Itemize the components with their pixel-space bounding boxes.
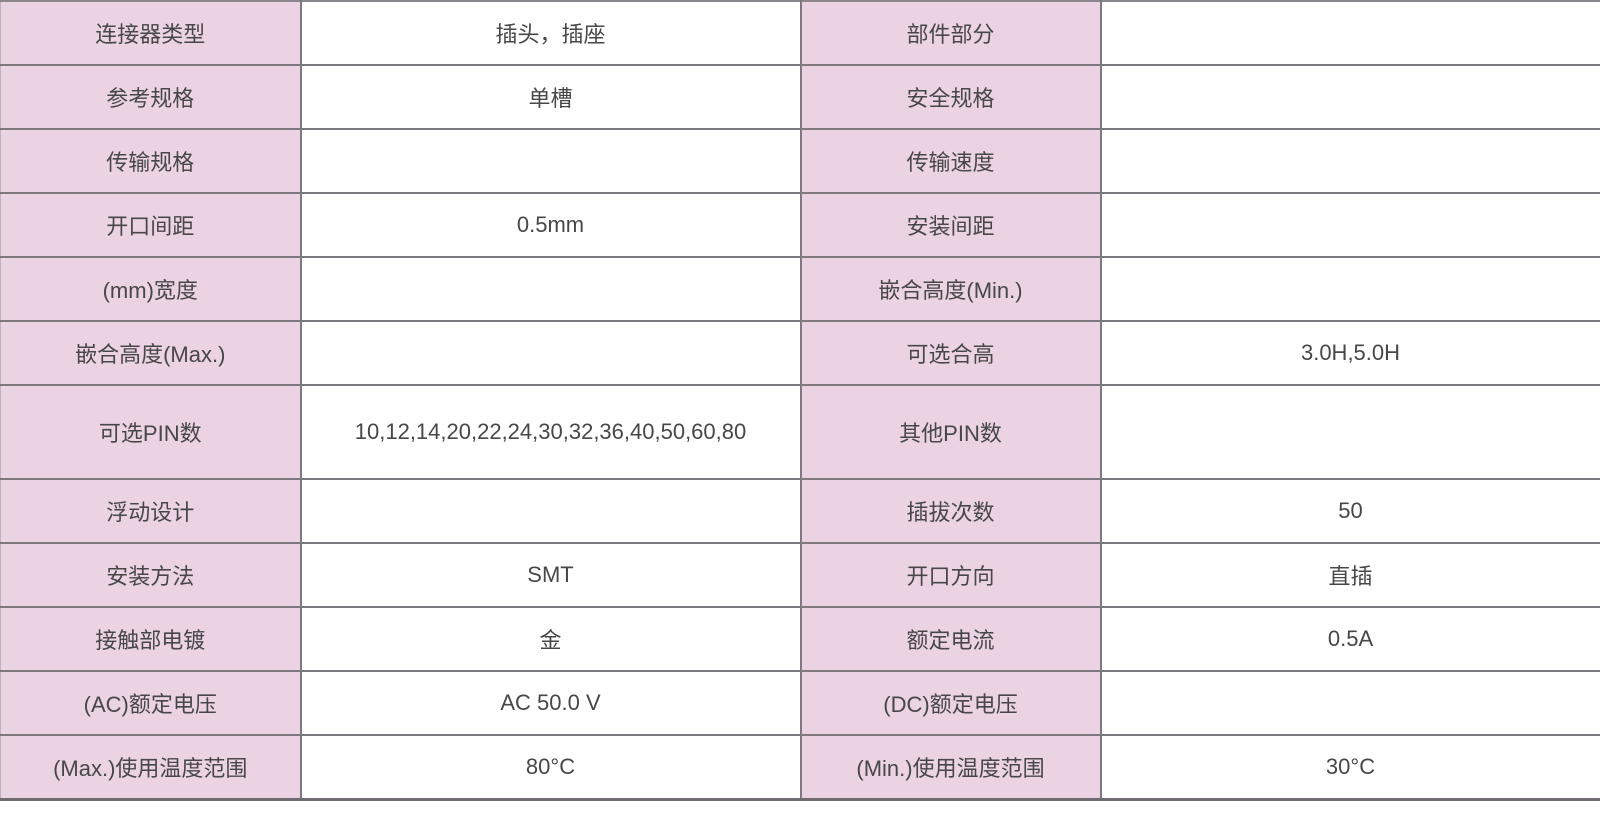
spec-label: 安装间距 bbox=[799, 192, 1102, 258]
spec-label: (AC)额定电压 bbox=[0, 670, 302, 736]
table-row: 传输规格 传输速度 bbox=[0, 128, 1600, 194]
table-row: 接触部电镀 金 额定电流 0.5A bbox=[0, 606, 1600, 672]
spec-label: 连接器类型 bbox=[0, 0, 302, 66]
table-row: 嵌合高度(Max.) 可选合高 3.0H,5.0H bbox=[0, 320, 1600, 386]
spec-value bbox=[1099, 384, 1600, 480]
spec-value: 0.5A bbox=[1099, 606, 1600, 672]
spec-value bbox=[299, 128, 802, 194]
spec-value: 金 bbox=[299, 606, 802, 672]
spec-value: 50 bbox=[1099, 478, 1600, 544]
spec-value: 30°C bbox=[1099, 734, 1600, 801]
spec-value bbox=[1099, 256, 1600, 322]
spec-label: (Min.)使用温度范围 bbox=[799, 734, 1102, 801]
spec-label: 嵌合高度(Max.) bbox=[0, 320, 302, 386]
spec-label: 可选PIN数 bbox=[0, 384, 302, 480]
spec-label: 传输速度 bbox=[799, 128, 1102, 194]
spec-label: (mm)宽度 bbox=[0, 256, 302, 322]
spec-value bbox=[299, 478, 802, 544]
spec-label: 部件部分 bbox=[799, 0, 1102, 66]
spec-label: 插拔次数 bbox=[799, 478, 1102, 544]
spec-label: 其他PIN数 bbox=[799, 384, 1102, 480]
spec-value: SMT bbox=[299, 542, 802, 608]
spec-value bbox=[1099, 128, 1600, 194]
spec-label: 参考规格 bbox=[0, 64, 302, 130]
spec-label: 接触部电镀 bbox=[0, 606, 302, 672]
spec-label: (DC)额定电压 bbox=[799, 670, 1102, 736]
table-row: (AC)额定电压 AC 50.0 V (DC)额定电压 bbox=[0, 670, 1600, 736]
spec-value bbox=[299, 320, 802, 386]
table-row: 开口间距 0.5mm 安装间距 bbox=[0, 192, 1600, 258]
spec-label: 传输规格 bbox=[0, 128, 302, 194]
spec-value: 0.5mm bbox=[299, 192, 802, 258]
spec-value: 10,12,14,20,22,24,30,32,36,40,50,60,80 bbox=[299, 384, 802, 480]
spec-value bbox=[1099, 0, 1600, 66]
spec-label: 安全规格 bbox=[799, 64, 1102, 130]
spec-value bbox=[1099, 670, 1600, 736]
spec-label: (Max.)使用温度范围 bbox=[0, 734, 302, 801]
spec-value bbox=[1099, 192, 1600, 258]
spec-label: 嵌合高度(Min.) bbox=[799, 256, 1102, 322]
spec-label: 安装方法 bbox=[0, 542, 302, 608]
spec-value bbox=[299, 256, 802, 322]
spec-label: 额定电流 bbox=[799, 606, 1102, 672]
table-row: 参考规格 单槽 安全规格 bbox=[0, 64, 1600, 130]
spec-value: 插头，插座 bbox=[299, 0, 802, 66]
spec-value: 3.0H,5.0H bbox=[1099, 320, 1600, 386]
table-row: (mm)宽度 嵌合高度(Min.) bbox=[0, 256, 1600, 322]
spec-table-container: 连接器类型 插头，插座 部件部分 参考规格 单槽 安全规格 传输规格 传输速度 … bbox=[0, 0, 1600, 801]
spec-label: 可选合高 bbox=[799, 320, 1102, 386]
connector-spec-table: 连接器类型 插头，插座 部件部分 参考规格 单槽 安全规格 传输规格 传输速度 … bbox=[0, 0, 1600, 801]
spec-label: 开口间距 bbox=[0, 192, 302, 258]
table-row: 安装方法 SMT 开口方向 直插 bbox=[0, 542, 1600, 608]
table-row: (Max.)使用温度范围 80°C (Min.)使用温度范围 30°C bbox=[0, 734, 1600, 801]
table-row: 浮动设计 插拔次数 50 bbox=[0, 478, 1600, 544]
spec-label: 开口方向 bbox=[799, 542, 1102, 608]
spec-table-body: 连接器类型 插头，插座 部件部分 参考规格 单槽 安全规格 传输规格 传输速度 … bbox=[0, 0, 1600, 801]
table-row: 连接器类型 插头，插座 部件部分 bbox=[0, 0, 1600, 66]
spec-value: 80°C bbox=[299, 734, 802, 801]
spec-value bbox=[1099, 64, 1600, 130]
spec-label: 浮动设计 bbox=[0, 478, 302, 544]
spec-value: 单槽 bbox=[299, 64, 802, 130]
spec-value: 直插 bbox=[1099, 542, 1600, 608]
table-row: 可选PIN数 10,12,14,20,22,24,30,32,36,40,50,… bbox=[0, 384, 1600, 480]
spec-value: AC 50.0 V bbox=[299, 670, 802, 736]
